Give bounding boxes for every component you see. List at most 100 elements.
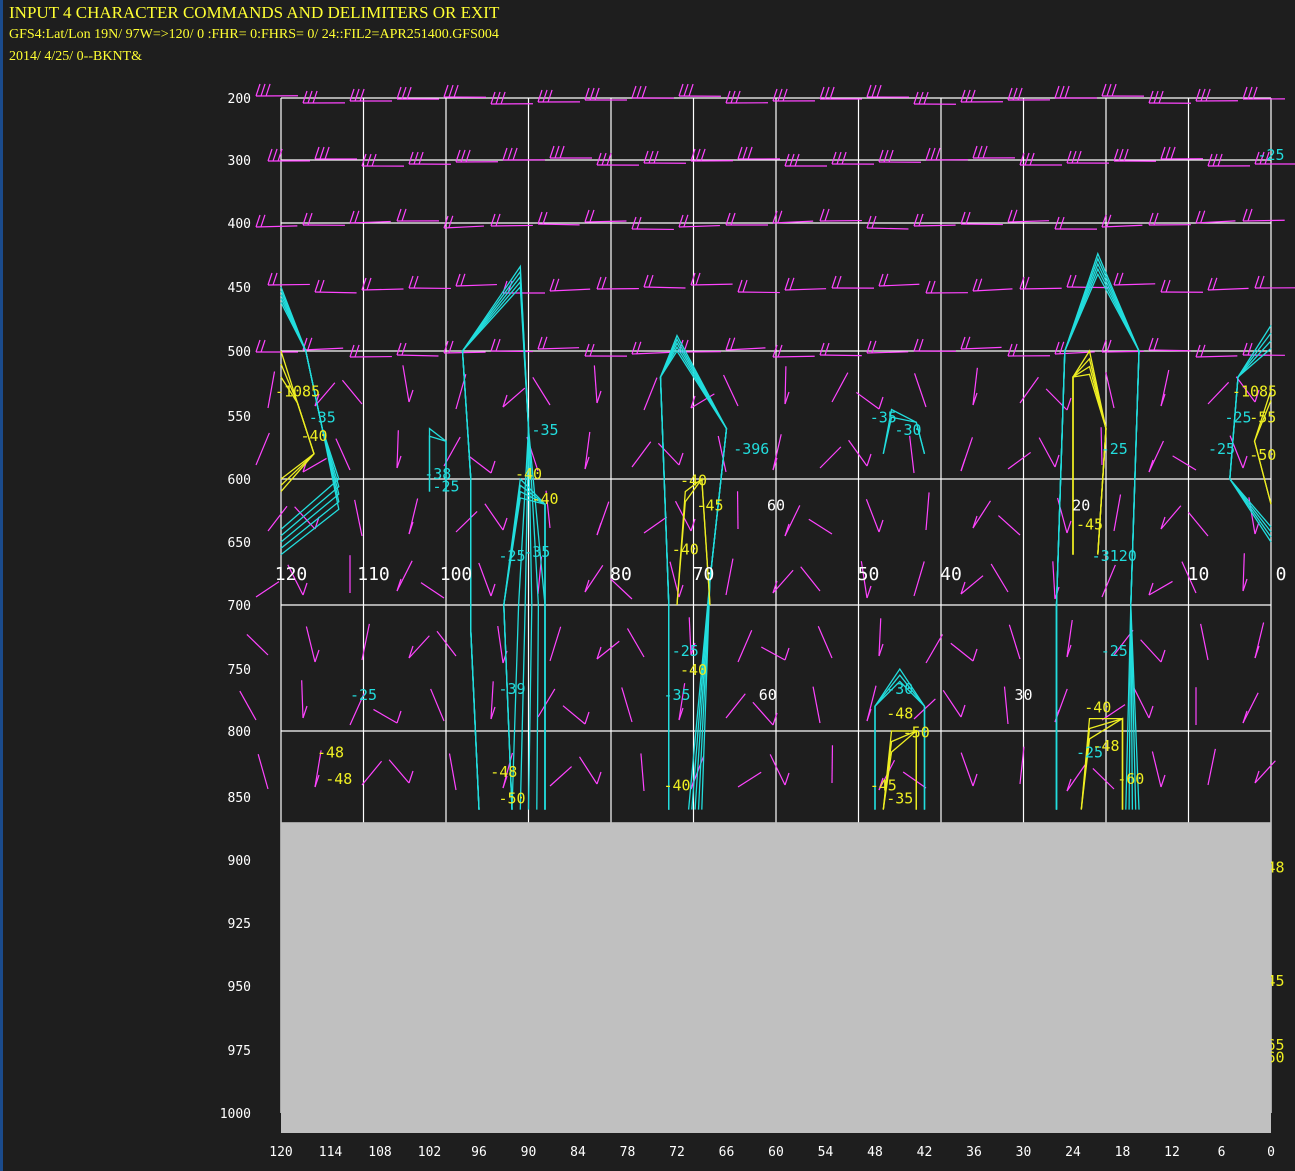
wind-barb — [1254, 622, 1265, 659]
mid-x-tick-label: 110 — [357, 564, 390, 585]
wind-barb — [972, 278, 1013, 292]
wind-barb — [1101, 83, 1144, 97]
contour-label-yellow: -48 — [1092, 737, 1119, 755]
x-tick-label: 42 — [917, 1145, 933, 1160]
wind-barb — [913, 373, 927, 408]
contour-line-cyan — [280, 302, 340, 556]
wind-barb — [752, 701, 778, 726]
wind-barb — [267, 272, 310, 286]
wind-barb — [1195, 88, 1238, 102]
wind-barb — [408, 275, 451, 290]
contour-line-yellow — [280, 376, 315, 480]
wind-barb — [1054, 216, 1097, 230]
wind-barb — [878, 618, 884, 657]
wind-barb — [640, 753, 645, 792]
wind-barb — [784, 153, 827, 167]
contour-label-yellow: -45 — [1076, 515, 1103, 533]
wind-barb — [761, 646, 790, 661]
wind-barb — [596, 276, 639, 290]
contour-line-cyan — [1055, 267, 1140, 810]
wind-barb — [925, 280, 968, 294]
wind-barb — [361, 277, 404, 291]
wind-barb — [1148, 212, 1191, 226]
wind-barb — [631, 341, 673, 355]
y-tick-label: 950 — [228, 980, 251, 995]
wind-barb — [925, 634, 944, 664]
wind-barb — [1038, 437, 1060, 468]
contour-label-cyan: -25 — [432, 478, 459, 496]
wind-barb — [772, 569, 794, 594]
wind-barb — [1019, 746, 1025, 785]
wind-barb — [490, 338, 533, 353]
x-tick-label: 72 — [669, 1145, 685, 1160]
wind-barb — [678, 214, 720, 228]
wind-barb — [255, 83, 298, 97]
contour-line-cyan — [1055, 257, 1140, 810]
wind-barb — [784, 505, 801, 537]
wind-barb — [255, 339, 298, 353]
contour-label-cyan: -39 — [498, 680, 525, 698]
wind-barb — [549, 766, 573, 787]
wind-barb — [1207, 381, 1230, 405]
y-tick-label: 550 — [228, 410, 251, 425]
wind-barb — [769, 754, 790, 786]
x-tick-label: 120 — [269, 1145, 292, 1160]
wind-barb — [1007, 87, 1050, 101]
x-tick-label: 66 — [719, 1145, 735, 1160]
wind-barb — [723, 374, 739, 407]
wind-barb — [800, 566, 821, 592]
wind-barb — [866, 84, 909, 98]
y-tick-label: 650 — [228, 536, 251, 551]
mid-x-tick-label: 50 — [858, 564, 880, 585]
wind-barb — [537, 688, 556, 718]
wind-barb — [502, 752, 514, 789]
wind-barb — [1242, 553, 1248, 592]
wind-barb — [1113, 272, 1156, 286]
contour-line-yellow — [882, 729, 917, 810]
x-tick-label: 90 — [521, 1145, 537, 1160]
wind-barb — [1248, 497, 1260, 535]
wind-barb — [502, 147, 545, 161]
wind-barb — [1101, 339, 1144, 353]
x-tick-label: 36 — [966, 1145, 982, 1160]
wind-barb — [1045, 388, 1072, 411]
contour-label-yellow: -35 — [886, 789, 913, 807]
wind-barb — [1066, 150, 1109, 164]
wind-barb — [865, 499, 884, 533]
wind-barb — [455, 510, 478, 533]
wind-barb — [314, 750, 322, 788]
wind-barb — [443, 215, 484, 229]
contour-label-cyan: -25 — [1208, 440, 1235, 458]
wind-barb — [717, 435, 727, 473]
contour-label-yellow: -55 — [1249, 408, 1276, 426]
y-tick-label: 500 — [228, 345, 251, 360]
contour-line-cyan — [1055, 272, 1140, 810]
contour-label-yellow: -40 — [531, 490, 558, 508]
mid-x-tick-label: 40 — [940, 564, 962, 585]
contour-line-cyan — [874, 667, 926, 810]
wind-barb — [1003, 686, 1009, 725]
wind-barb — [1242, 208, 1285, 222]
wind-barb — [1092, 767, 1115, 790]
wind-barb — [688, 617, 696, 656]
wind-barb — [1101, 214, 1143, 228]
wind-barb — [490, 681, 496, 720]
wind-barb — [314, 382, 336, 407]
wind-barb — [819, 446, 842, 469]
wind-barb — [725, 337, 766, 351]
wind-barb — [396, 560, 413, 592]
wind-barb — [373, 708, 402, 724]
wind-barb — [349, 210, 391, 224]
x-tick-label: 12 — [1164, 1145, 1180, 1160]
contour-label-white: 20 — [1072, 497, 1090, 515]
contour-label-yellow: -60 — [1117, 770, 1144, 788]
wind-barb — [267, 148, 310, 162]
wind-barb — [361, 623, 370, 661]
terrain-block — [281, 822, 1271, 1133]
wind-barb — [354, 499, 363, 537]
wind-barb — [725, 558, 734, 596]
contour-label-cyan: -30 — [894, 421, 921, 439]
wind-barb — [902, 771, 927, 789]
wind-barb — [1181, 561, 1197, 594]
wind-barb — [402, 365, 414, 403]
